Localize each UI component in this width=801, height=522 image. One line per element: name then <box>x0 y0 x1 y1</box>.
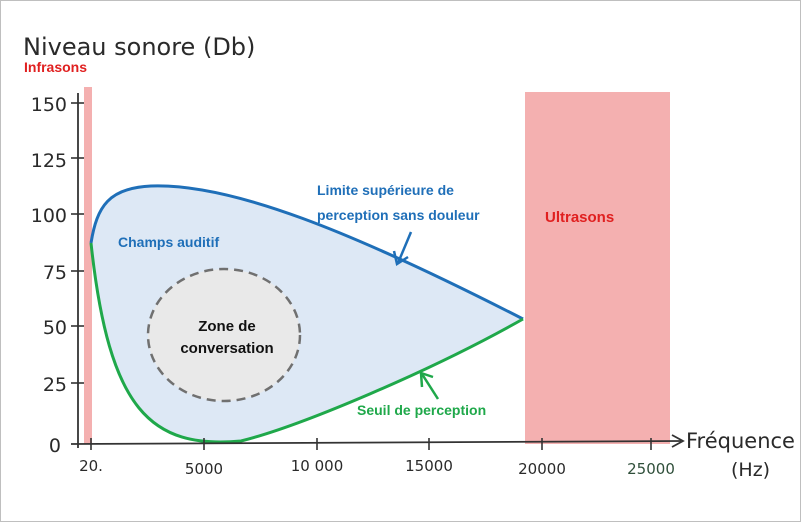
y-tick-label-150: 150 <box>31 94 67 116</box>
infrasons-label: Infrasons <box>24 59 87 75</box>
upper-limit-arrow <box>392 231 413 267</box>
x-tick-label-5000: 5000 <box>185 460 223 478</box>
x-tick-label-20000: 20000 <box>518 460 566 478</box>
y-tick-label-25: 25 <box>43 374 67 396</box>
y-tick-label-0: 0 <box>49 435 61 457</box>
y-axis-title: Niveau sonore (Db) <box>23 33 255 61</box>
x-axis-unit: (Hz) <box>731 459 770 481</box>
conversation-zone <box>146 267 302 403</box>
y-tick-label-50: 50 <box>43 317 67 339</box>
x-axis <box>70 440 682 445</box>
y-tick-marks <box>71 102 84 384</box>
perception-threshold-arrow <box>419 371 440 400</box>
x-tick-labels: 20. 5000 10 000 15000 20000 25000 <box>79 457 675 478</box>
x-axis-arrow <box>671 434 685 448</box>
perception-threshold-curve <box>89 242 524 444</box>
y-tick-label-125: 125 <box>31 150 67 172</box>
conversation-zone-label-line1: Zone de <box>198 318 256 335</box>
x-axis-title: Fréquence <box>686 429 795 453</box>
conversation-zone-label-line2: conversation <box>180 340 273 357</box>
perception-threshold-label: Seuil de perception <box>357 402 486 418</box>
ultrasons-band <box>525 92 670 444</box>
x-tick-marks <box>90 438 652 450</box>
x-tick-label-15000: 15000 <box>405 457 453 475</box>
upper-limit-label-line1: Limite supérieure de <box>317 182 454 198</box>
y-tick-label-100: 100 <box>31 205 67 227</box>
hearing-field-label: Champs auditif <box>118 234 219 250</box>
y-tick-labels: 150 125 100 75 50 25 0 <box>31 94 67 457</box>
ultrasons-label: Ultrasons <box>545 209 614 226</box>
infrasons-band <box>84 87 92 444</box>
y-tick-label-75: 75 <box>43 262 67 284</box>
x-tick-label-20: 20. <box>79 457 103 475</box>
x-tick-label-10000: 10 000 <box>291 457 344 475</box>
upper-limit-curve <box>89 184 524 321</box>
x-tick-label-25000: 25000 <box>627 460 675 478</box>
upper-limit-label-line2: perception sans douleur <box>317 207 480 223</box>
